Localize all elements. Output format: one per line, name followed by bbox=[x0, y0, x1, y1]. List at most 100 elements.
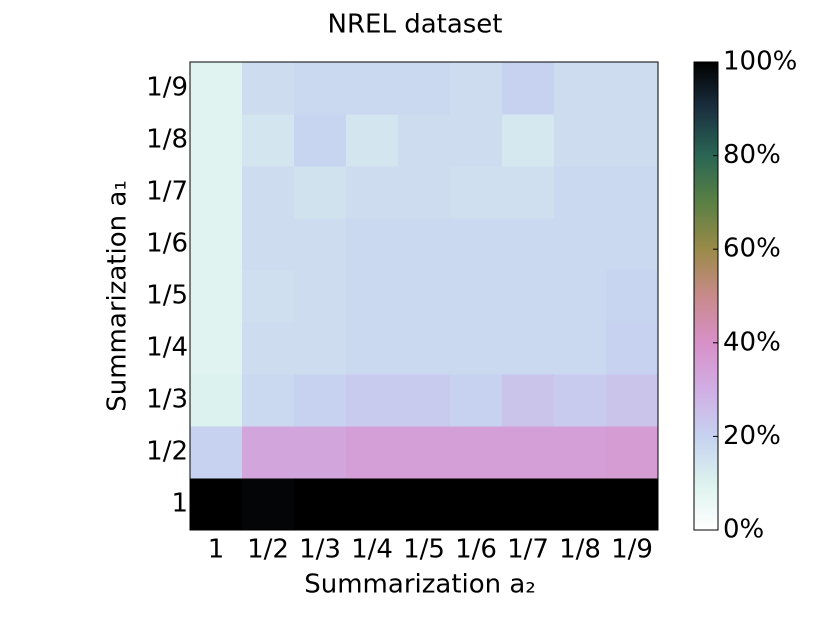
heatmap-cell bbox=[346, 114, 399, 167]
y-tick-label: 1 bbox=[171, 489, 188, 519]
heatmap-cell bbox=[294, 218, 347, 271]
heatmap-cell bbox=[294, 374, 347, 427]
colorbar-tick-label: 100% bbox=[723, 47, 797, 77]
heatmap-cell bbox=[606, 166, 659, 219]
heatmap-cell bbox=[242, 166, 295, 219]
heatmap-cell bbox=[242, 62, 295, 115]
x-tick-label: 1/3 bbox=[299, 535, 341, 565]
heatmap-cell bbox=[606, 62, 659, 115]
y-tick-label: 1/5 bbox=[146, 281, 188, 311]
heatmap-cell bbox=[398, 478, 451, 531]
y-tick-label: 1/9 bbox=[146, 73, 188, 103]
heatmap-cell bbox=[450, 114, 503, 167]
heatmap-cell bbox=[242, 426, 295, 479]
heatmap-cell bbox=[450, 62, 503, 115]
heatmap-cell bbox=[554, 374, 607, 427]
x-tick-label: 1 bbox=[208, 535, 225, 565]
x-axis-label: Summarization a₂ bbox=[304, 570, 536, 600]
heatmap-cell bbox=[554, 218, 607, 271]
x-tick-label: 1/6 bbox=[455, 535, 497, 565]
heatmap-cell bbox=[294, 166, 347, 219]
heatmap-cell bbox=[346, 270, 399, 323]
heatmap-cell bbox=[450, 322, 503, 375]
heatmap-cell bbox=[294, 114, 347, 167]
colorbar-tick-label: 40% bbox=[723, 327, 781, 357]
x-tick-label: 1/5 bbox=[403, 535, 445, 565]
heatmap-cell bbox=[190, 270, 243, 323]
plot-frame bbox=[189, 61, 659, 531]
heatmap-cell bbox=[190, 426, 243, 479]
x-tick-label: 1/2 bbox=[247, 535, 289, 565]
y-tick-label: 1/8 bbox=[146, 125, 188, 155]
y-tick-label: 1/2 bbox=[146, 437, 188, 467]
heatmap-cell bbox=[346, 218, 399, 271]
heatmap-cell bbox=[554, 426, 607, 479]
y-axis-label: Summarization a₁ bbox=[103, 180, 133, 412]
heatmap-cell bbox=[190, 218, 243, 271]
heatmap-cell bbox=[606, 114, 659, 167]
heatmap-cell bbox=[450, 166, 503, 219]
heatmap-cell bbox=[398, 114, 451, 167]
heatmap-cell bbox=[502, 374, 555, 427]
heatmap-cell bbox=[450, 218, 503, 271]
heatmap-cell bbox=[242, 114, 295, 167]
heatmap-cell bbox=[502, 426, 555, 479]
heatmap-cell bbox=[450, 478, 503, 531]
y-tick-label: 1/7 bbox=[146, 177, 188, 207]
heatmap-cell bbox=[346, 374, 399, 427]
heatmap-cell bbox=[242, 270, 295, 323]
heatmap-cell bbox=[346, 322, 399, 375]
heatmap-cell bbox=[502, 114, 555, 167]
heatmap-cell bbox=[554, 270, 607, 323]
x-tick-label: 1/4 bbox=[351, 535, 393, 565]
heatmap-cell bbox=[554, 478, 607, 531]
heatmap-cell bbox=[294, 62, 347, 115]
heatmap-cell bbox=[450, 374, 503, 427]
heatmap-cell bbox=[398, 166, 451, 219]
x-tick-label: 1/7 bbox=[507, 535, 549, 565]
heatmap-cell bbox=[294, 322, 347, 375]
heatmap-cell bbox=[606, 426, 659, 479]
heatmap-cell bbox=[502, 270, 555, 323]
heatmap-cell bbox=[606, 322, 659, 375]
heatmap-cell bbox=[190, 322, 243, 375]
heatmap-cell bbox=[502, 218, 555, 271]
colorbar bbox=[693, 61, 719, 531]
heatmap-cell bbox=[554, 322, 607, 375]
heatmap-cell bbox=[450, 270, 503, 323]
heatmap-cell bbox=[606, 374, 659, 427]
x-tick-label: 1/8 bbox=[559, 535, 601, 565]
heatmap-cell bbox=[554, 166, 607, 219]
heatmap-cell bbox=[190, 478, 243, 531]
y-tick-label: 1/3 bbox=[146, 385, 188, 415]
heatmap-cell bbox=[346, 166, 399, 219]
heatmap-cell bbox=[398, 62, 451, 115]
heatmap-cell bbox=[398, 218, 451, 271]
heatmap-cell bbox=[502, 322, 555, 375]
heatmap-cell bbox=[294, 270, 347, 323]
heatmap-cell bbox=[190, 374, 243, 427]
heatmap-cell bbox=[398, 270, 451, 323]
heatmap-cell bbox=[606, 478, 659, 531]
y-tick-label: 1/6 bbox=[146, 229, 188, 259]
heatmap-cell bbox=[502, 166, 555, 219]
heatmap-cell bbox=[294, 478, 347, 531]
heatmap-cell bbox=[606, 270, 659, 323]
heatmap-cell bbox=[242, 478, 295, 531]
heatmap-cell bbox=[190, 166, 243, 219]
heatmap-cell bbox=[398, 374, 451, 427]
heatmap-cell bbox=[242, 322, 295, 375]
y-tick-label: 1/4 bbox=[146, 333, 188, 363]
heatmap-cell bbox=[502, 62, 555, 115]
heatmap-cell bbox=[294, 426, 347, 479]
colorbar-tick-label: 0% bbox=[723, 515, 764, 545]
colorbar-tick-label: 60% bbox=[723, 234, 781, 264]
heatmap-cell bbox=[398, 426, 451, 479]
colorbar-tick-label: 20% bbox=[723, 421, 781, 451]
heatmap-cell bbox=[502, 478, 555, 531]
colorbar-tick-label: 80% bbox=[723, 140, 781, 170]
heatmap-cell bbox=[346, 426, 399, 479]
heatmap-cell bbox=[554, 62, 607, 115]
heatmap-cell bbox=[346, 62, 399, 115]
